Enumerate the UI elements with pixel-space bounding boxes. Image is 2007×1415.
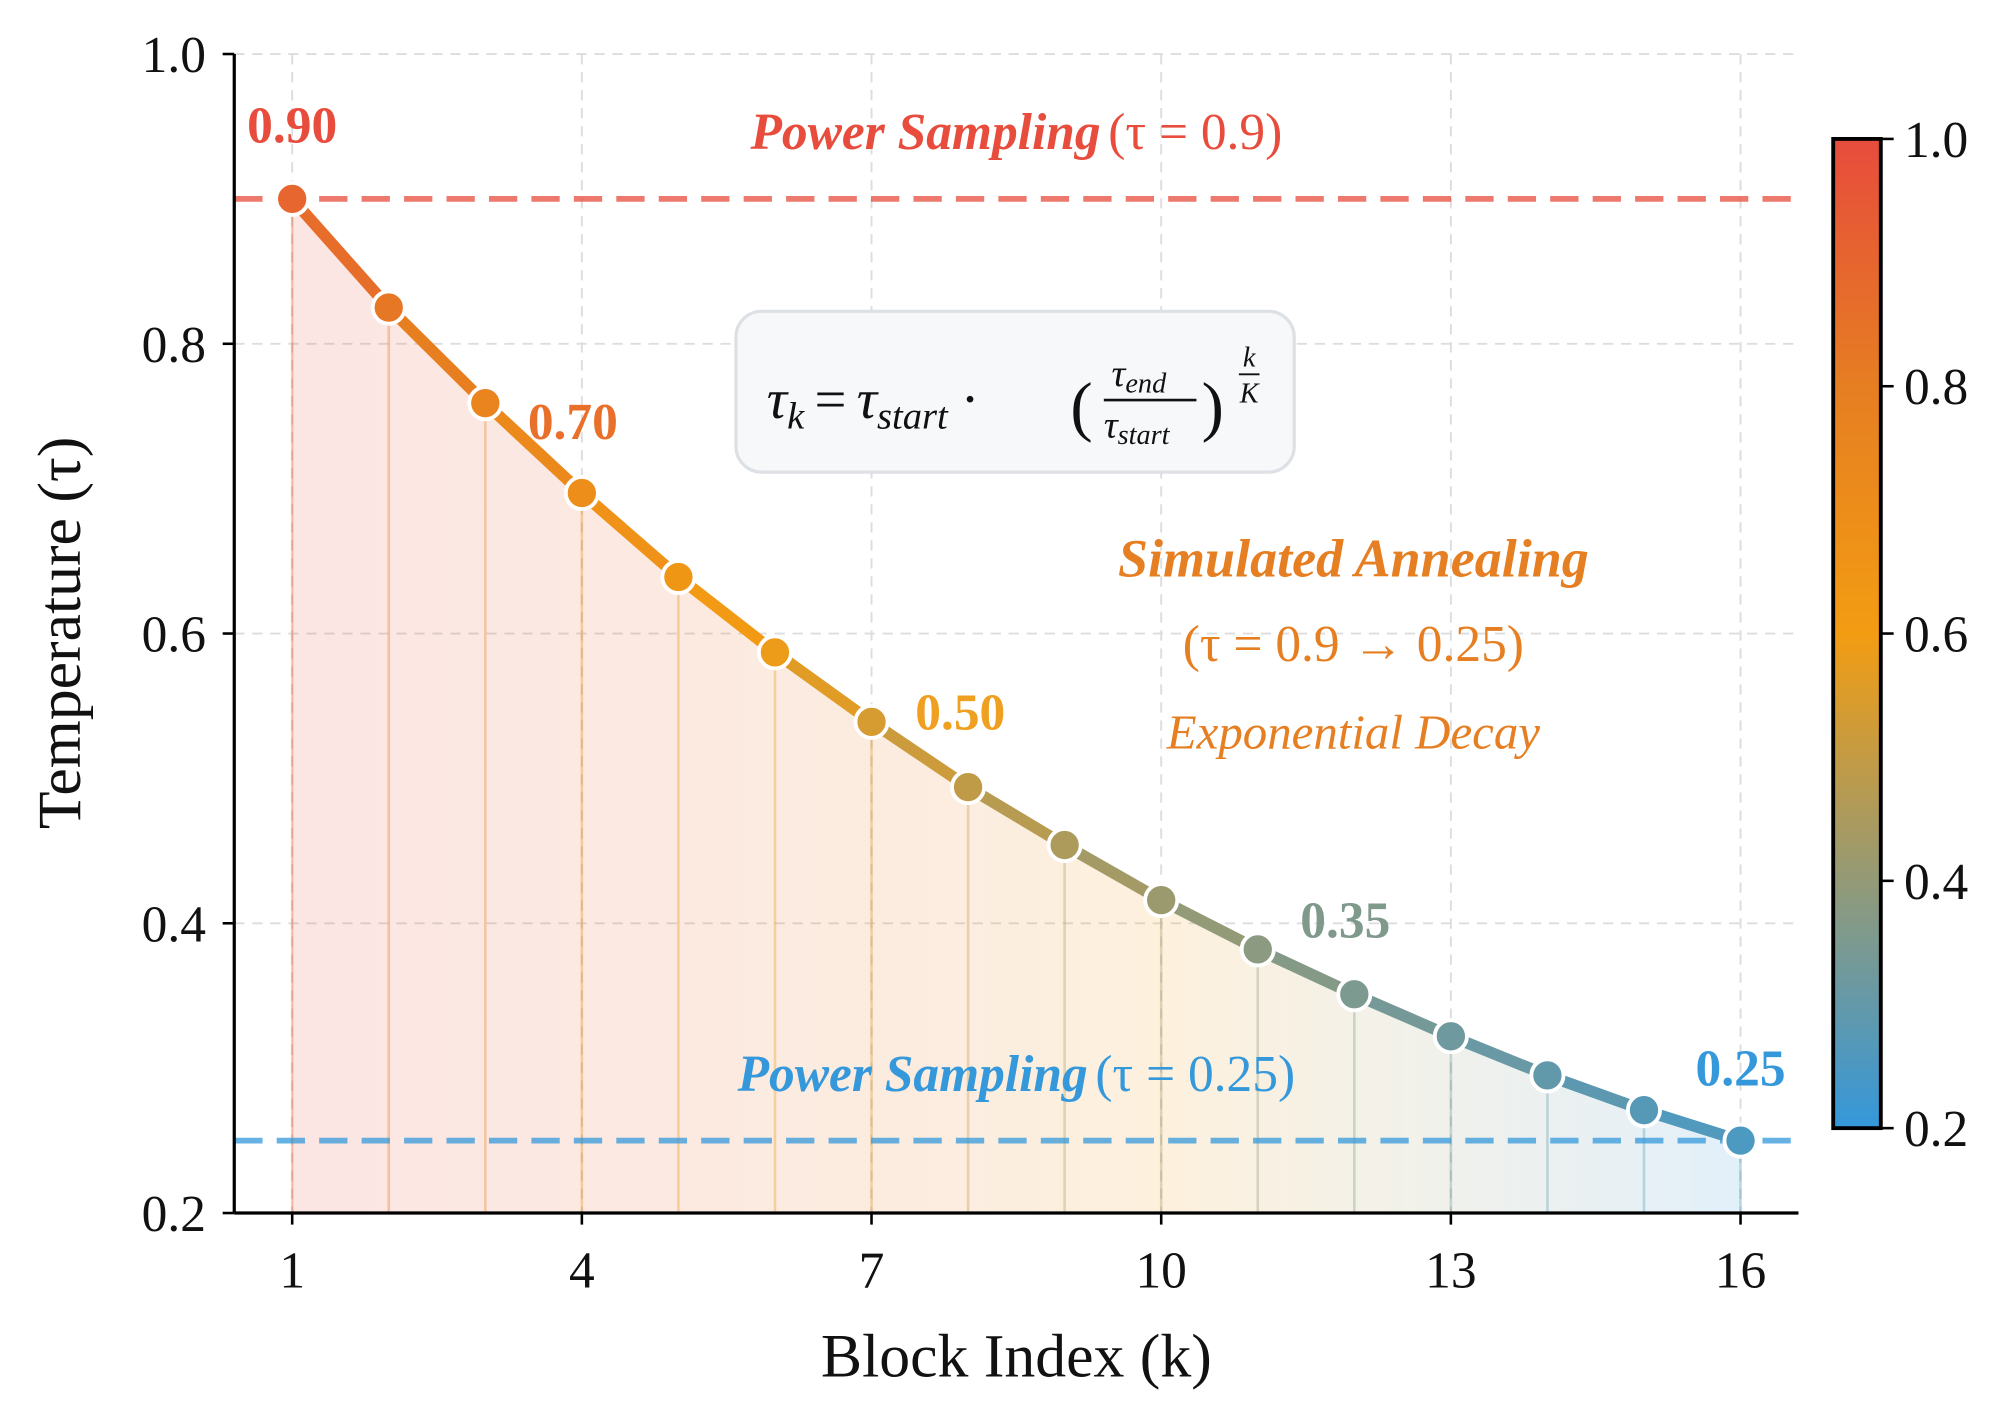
point-value-label: 0.70 [528,394,618,451]
x-tick-label: 1 [279,1243,305,1300]
data-point [1239,931,1276,968]
y-tick-label: 0.6 [142,607,206,664]
x-axis-label: Block Index (k) [821,1322,1212,1390]
annealing-annotation: Simulated Annealing (τ = 0.9 → 0.25) Exp… [1118,528,1589,759]
point-value-label: 0.35 [1300,893,1390,950]
data-point [1722,1122,1759,1159]
y-tick-label: 1.0 [142,27,206,84]
colorbar-tick-label: 0.8 [1904,359,1968,416]
svg-text:K: K [1239,379,1261,410]
stems [290,198,1742,1214]
data-point [1046,827,1083,864]
data-point [853,703,890,740]
svg-text:Power Sampling(τ = 0.9): Power Sampling (τ = 0.9) [749,104,1282,161]
colorbar-tick-label: 0.4 [1904,854,1968,911]
formula-box: τk = τstart · ( τend τstart ) k K [734,309,1296,474]
data-point [1432,1018,1469,1055]
data-point [1529,1057,1566,1094]
data-point [563,474,600,512]
colorbar-tick-label: 0.6 [1904,607,1968,664]
x-tick-label: 16 [1715,1243,1766,1300]
formula-text: τk = τstart · [767,369,980,437]
annealing-title: Simulated Annealing [1118,528,1589,588]
data-point [1143,882,1180,919]
colorbar-tick-label: 1.0 [1904,112,1968,169]
data-point [756,634,793,671]
data-point [370,289,407,326]
reference-lines [234,196,1799,1144]
curve-segment [576,487,685,583]
curve-segment [286,193,395,314]
y-tick-label: 0.8 [142,317,206,374]
x-tick-label: 13 [1425,1243,1476,1300]
ref-label-low: Power Sampling (τ = 0.25) [737,1046,1296,1103]
svg-text:τstart: τstart [1104,404,1171,450]
point-value-label: 0.25 [1696,1040,1786,1097]
data-point [1625,1092,1662,1129]
ref-label-high: Power Sampling (τ = 0.9) [749,104,1282,161]
curve-segment [382,301,492,409]
data-point [660,559,697,596]
y-tick-label: 0.2 [142,1186,206,1243]
x-tick-label: 4 [569,1243,595,1300]
y-axis-label: Temperature (τ) [26,437,94,829]
data-point [467,385,504,422]
y-tick-label: 0.4 [142,896,206,953]
area-fill [292,198,1741,1214]
annealing-subtitle: Exponential Decay [1166,705,1541,760]
svg-text:k: k [1243,343,1256,374]
curve-segment [962,781,1071,851]
svg-text:τend: τend [1112,353,1168,399]
svg-text:Power Sampling(τ = 0.25): Power Sampling (τ = 0.25) [737,1046,1296,1103]
colorbar-tick-label: 0.2 [1904,1101,1968,1158]
curve-segment [479,397,588,499]
annealing-range: (τ = 0.9 → 0.25) [1183,616,1524,673]
curve-segment [769,646,878,728]
points [274,180,1759,1159]
x-tick-label: 7 [859,1243,885,1300]
axes: 1 4 7 10 13 16 0.2 0.4 0.6 0.8 1.0 [142,27,1799,1300]
data-point [274,180,311,217]
point-value-label: 0.50 [915,685,1005,742]
labels: 0.90 0.70 0.50 0.35 0.25 [247,97,1785,1097]
colorbar: 0.2 0.4 0.6 0.8 1.0 [1831,112,1968,1158]
curve-segment [865,716,974,793]
data-point [1336,976,1373,1013]
curve-segment [672,571,781,659]
x-tick-label: 10 [1135,1243,1186,1300]
point-value-label: 0.90 [247,97,337,154]
svg-text:): ) [1202,369,1224,443]
data-point [950,769,987,806]
curve-segment [1058,839,1167,906]
curve-segment [1155,894,1264,956]
area-under-curve [292,198,1741,1214]
svg-text:(: ( [1070,369,1092,443]
